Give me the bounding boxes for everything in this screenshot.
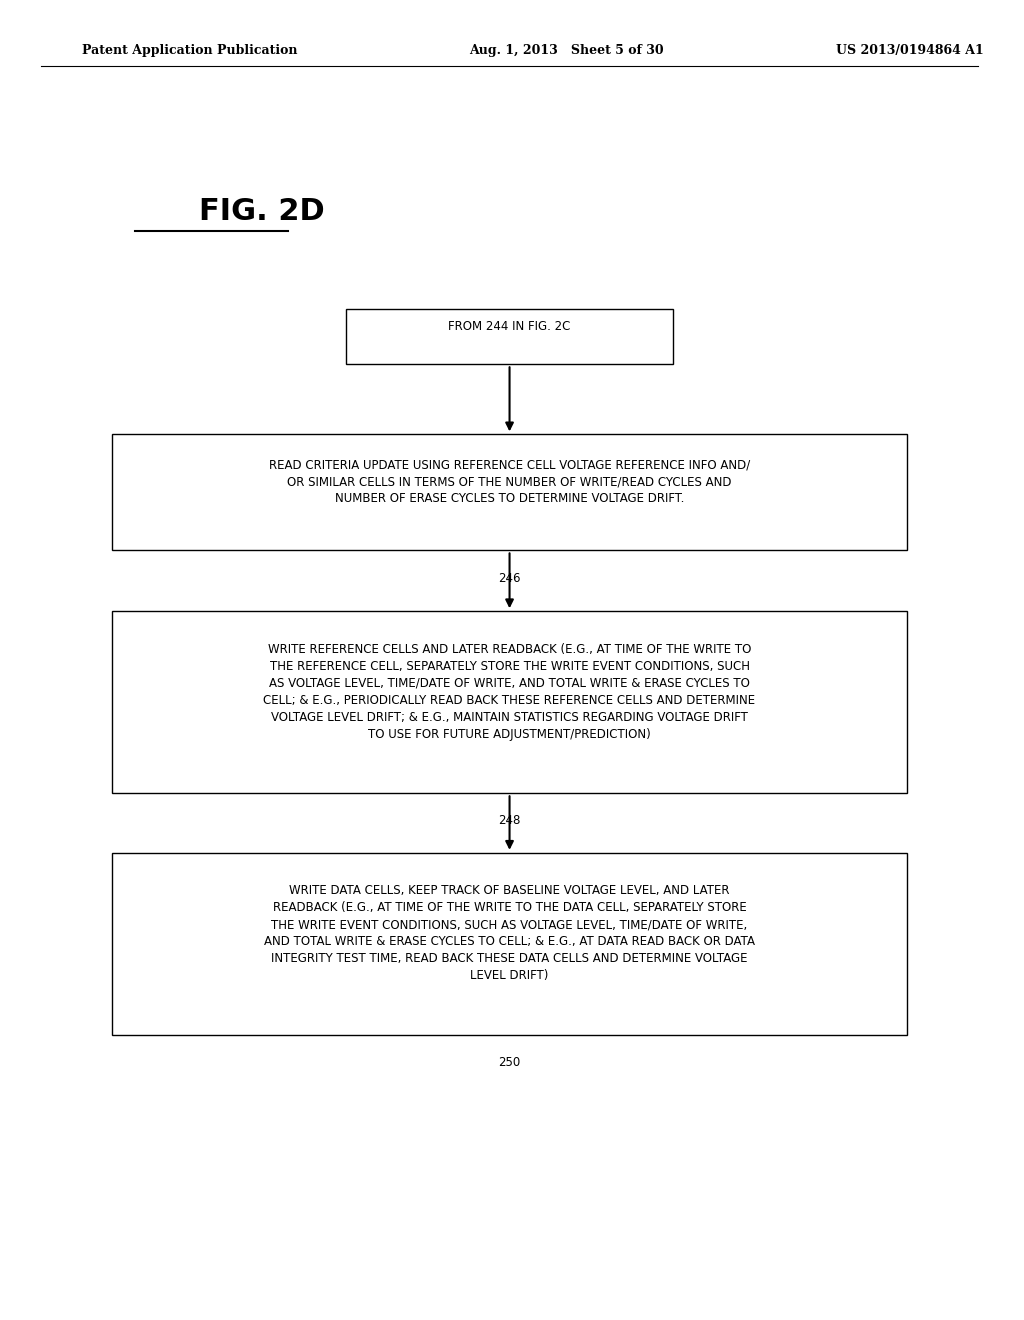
Text: Aug. 1, 2013   Sheet 5 of 30: Aug. 1, 2013 Sheet 5 of 30 xyxy=(469,44,664,57)
Text: 248: 248 xyxy=(499,814,521,828)
FancyBboxPatch shape xyxy=(112,434,907,550)
FancyBboxPatch shape xyxy=(346,309,673,364)
Text: READ CRITERIA UPDATE USING REFERENCE CELL VOLTAGE REFERENCE INFO AND/
OR SIMILAR: READ CRITERIA UPDATE USING REFERENCE CEL… xyxy=(269,458,751,506)
Text: WRITE DATA CELLS, KEEP TRACK OF BASELINE VOLTAGE LEVEL, AND LATER
READBACK (E.G.: WRITE DATA CELLS, KEEP TRACK OF BASELINE… xyxy=(264,884,755,982)
Text: 250: 250 xyxy=(499,1056,520,1069)
Text: WRITE REFERENCE CELLS AND LATER READBACK (E.G., AT TIME OF THE WRITE TO
THE REFE: WRITE REFERENCE CELLS AND LATER READBACK… xyxy=(263,643,756,741)
Text: US 2013/0194864 A1: US 2013/0194864 A1 xyxy=(836,44,983,57)
FancyBboxPatch shape xyxy=(112,611,907,793)
Text: FIG. 2D: FIG. 2D xyxy=(199,197,325,226)
FancyBboxPatch shape xyxy=(112,853,907,1035)
Text: Patent Application Publication: Patent Application Publication xyxy=(82,44,297,57)
Text: FROM 244 IN FIG. 2C: FROM 244 IN FIG. 2C xyxy=(449,319,570,333)
Text: 246: 246 xyxy=(499,572,521,585)
